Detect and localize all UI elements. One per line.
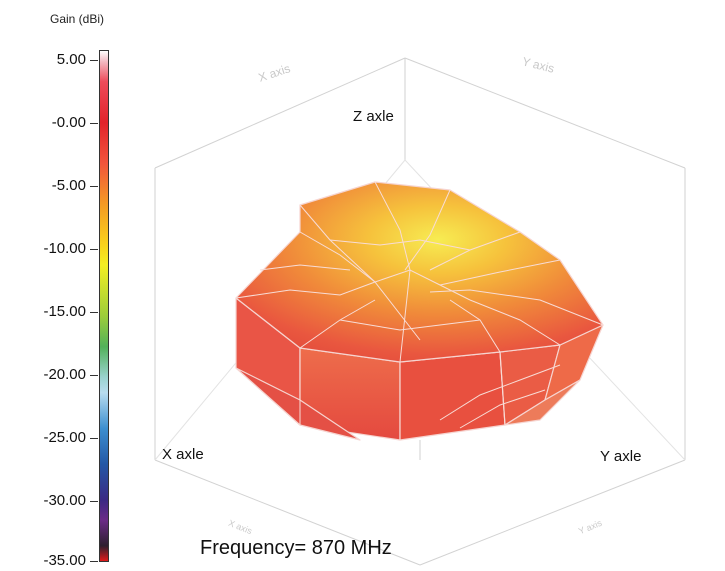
colorbar-tick-label: -0.00 — [51, 114, 86, 131]
colorbar-title: Gain (dBi) — [50, 12, 105, 26]
colorbar-tick: -35.00 — [0, 551, 100, 571]
frequency-caption: Frequency= 870 MHz — [200, 537, 392, 559]
surface-facet — [504, 379, 581, 426]
mesh-line — [374, 269, 471, 301]
box-edge — [154, 459, 421, 566]
colorbar-tick: -10.00 — [0, 239, 100, 259]
mesh-line — [374, 181, 411, 363]
colorbar-tick: -0.00 — [0, 113, 100, 133]
colorbar-tick-mark — [90, 60, 98, 61]
colorbar-tick-label: -30.00 — [43, 492, 86, 509]
colorbar-tick-label: -10.00 — [43, 240, 86, 257]
mesh-line — [439, 259, 561, 286]
colorbar-tick-mark — [90, 186, 98, 187]
colorbar-tick: -20.00 — [0, 365, 100, 385]
colorbar-tick: -30.00 — [0, 491, 100, 511]
mesh-line — [299, 204, 421, 341]
mesh-line — [299, 231, 376, 283]
colorbar-tick: -15.00 — [0, 302, 100, 322]
colorbar-tick-mark — [90, 438, 98, 439]
colorbar-tick-label: 5.00 — [56, 51, 86, 68]
colorbar-tick-label: -15.00 — [43, 303, 86, 320]
surface-facet — [399, 351, 506, 441]
mesh-line — [339, 319, 481, 331]
z-axis-label: Z axle — [353, 108, 394, 125]
colorbar-tick: -25.00 — [0, 428, 100, 448]
colorbar-tick-label: -25.00 — [43, 429, 86, 446]
colorbar-tick-label: -35.00 — [43, 552, 86, 569]
x-axis-label: X axle — [162, 446, 204, 463]
colorbar-gradient — [99, 50, 109, 562]
radiation-surface — [235, 181, 604, 441]
colorbar-tick: 5.00 — [0, 50, 100, 70]
colorbar-tick-label: -5.00 — [51, 177, 86, 194]
colorbar-tick-mark — [90, 501, 98, 502]
surface-top — [235, 181, 604, 363]
box-edge — [419, 459, 686, 566]
mesh-line — [429, 289, 604, 326]
mesh-line — [404, 189, 451, 271]
surface-mesh — [235, 181, 604, 440]
y-axis-label: Y axle — [600, 448, 642, 465]
colorbar-tick-mark — [90, 123, 98, 124]
colorbar-tick: -5.00 — [0, 176, 100, 196]
mesh-line — [329, 239, 471, 251]
mesh-line — [235, 281, 376, 299]
mesh-line — [439, 364, 561, 421]
bounding-box — [154, 57, 686, 566]
colorbar-tick-mark — [90, 249, 98, 250]
colorbar-tick-mark — [90, 312, 98, 313]
box-edge — [404, 57, 686, 169]
mesh-line — [469, 299, 561, 346]
mesh-line — [259, 264, 351, 271]
surface-facet — [235, 367, 361, 441]
box-edge — [154, 57, 406, 169]
colorbar-tick-label: -20.00 — [43, 366, 86, 383]
colorbar-tick-mark — [90, 375, 98, 376]
mesh-line — [499, 351, 506, 426]
mesh-line — [459, 389, 546, 429]
colorbar-tick-mark — [90, 561, 98, 562]
gain-colorbar: Gain (dBi) 5.00 -0.00 -5.00 -10.00 -15.0… — [0, 0, 120, 571]
